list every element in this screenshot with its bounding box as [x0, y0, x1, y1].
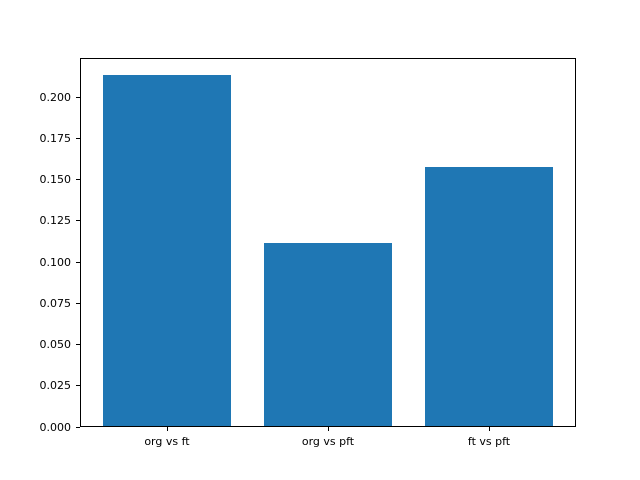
y-tick-label-0.100: 0.100 — [39, 255, 72, 269]
y-tick-mark-0.050 — [76, 344, 80, 346]
y-tick-label-0.125: 0.125 — [39, 214, 72, 228]
x-tick-mark-ft-vs-pft — [489, 427, 491, 431]
y-tick-mark-0.100 — [76, 261, 80, 263]
y-tick-mark-0.150 — [76, 179, 80, 181]
y-tick-mark-0.075 — [76, 302, 80, 304]
y-tick-mark-0.125 — [76, 220, 80, 222]
y-tick-label-0.075: 0.075 — [39, 296, 72, 310]
y-tick-mark-0.025 — [76, 385, 80, 387]
x-tick-label-ft-vs-pft: ft vs pft — [467, 435, 511, 448]
y-tick-label-0.200: 0.200 — [39, 90, 72, 104]
y-tick-label-0.000: 0.000 — [39, 420, 72, 434]
x-tick-label-org-vs-pft: org vs pft — [301, 435, 355, 448]
y-tick-label-0.025: 0.025 — [39, 379, 72, 393]
bar-org-vs-pft — [263, 242, 393, 426]
y-tick-label-0.050: 0.050 — [39, 338, 72, 352]
x-tick-mark-org-vs-pft — [328, 427, 329, 431]
y-tick-label-0.175: 0.175 — [39, 131, 72, 145]
y-tick-mark-0.000 — [76, 426, 80, 428]
plot-area — [80, 58, 576, 427]
bar-ft-vs-pft — [424, 167, 554, 426]
x-tick-label-org-vs-ft: org vs ft — [144, 435, 190, 448]
x-tick-mark-org-vs-ft — [166, 427, 168, 431]
y-tick-label-0.150: 0.150 — [39, 173, 72, 187]
y-tick-mark-0.200 — [76, 96, 80, 98]
bar-org-vs-ft — [102, 74, 232, 426]
y-tick-mark-0.175 — [76, 137, 80, 139]
